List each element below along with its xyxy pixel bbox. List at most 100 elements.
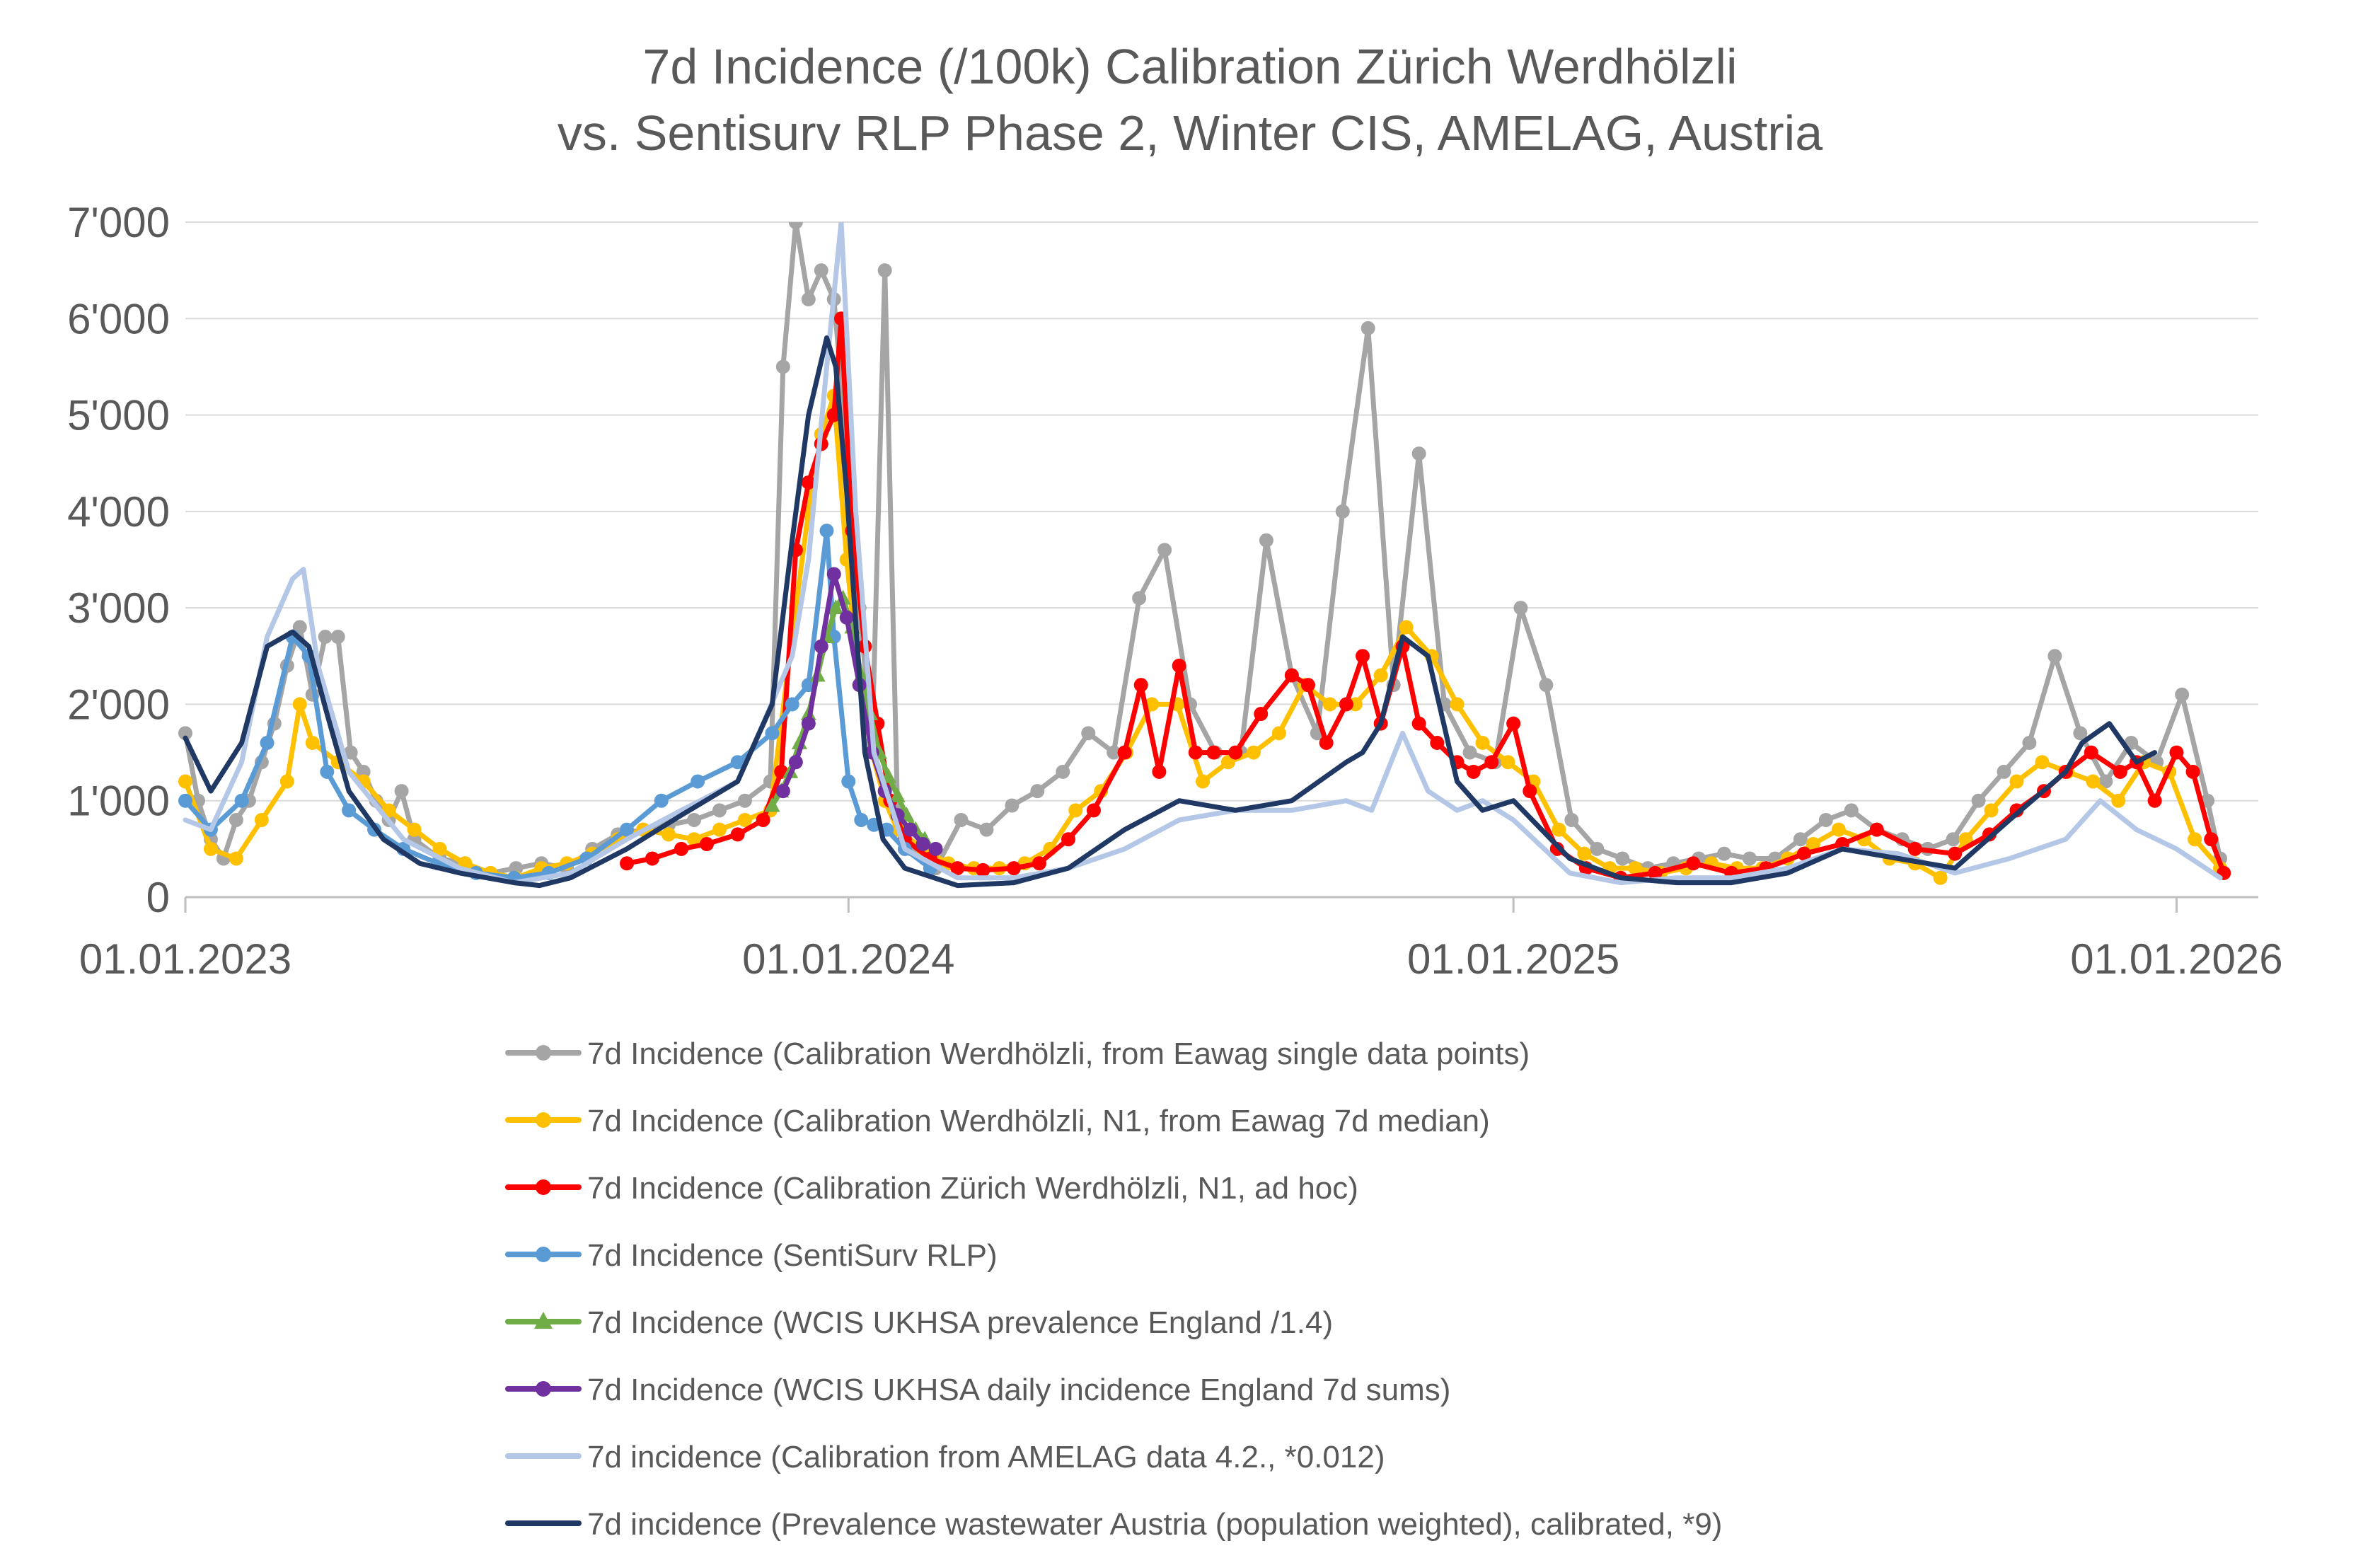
series-2-point <box>1322 697 1337 712</box>
series-2-point <box>229 851 243 866</box>
y-tick-label: 7'000 <box>67 199 170 246</box>
series-3-point <box>1466 764 1481 779</box>
series-1-point <box>318 630 333 645</box>
plot-area <box>178 222 2231 889</box>
series-1-point <box>330 630 345 645</box>
series-1-point <box>1717 846 1732 861</box>
series-1-point <box>877 263 892 278</box>
series-3-point <box>1032 856 1046 871</box>
series-1-point <box>292 620 307 635</box>
series-1-point <box>1793 832 1808 847</box>
legend-swatch-marker <box>536 1179 551 1195</box>
legend-label: 7d Incidence (Calibration Zürich Werdhöl… <box>587 1171 1358 1206</box>
series-6-point <box>775 784 790 799</box>
y-tick-label: 5'000 <box>67 392 170 439</box>
series-5-point <box>889 787 906 802</box>
series-3-point <box>1006 861 1021 876</box>
series-3-point <box>2147 793 2162 808</box>
series-3-point <box>1506 716 1521 731</box>
y-tick-label: 2'000 <box>67 681 170 728</box>
series-6-point <box>903 822 918 837</box>
series-4-point <box>841 774 856 789</box>
series-8-line <box>183 335 2158 889</box>
series-3-point <box>1117 745 1132 760</box>
series-1-point <box>1946 832 1960 847</box>
series-3-point <box>1086 803 1101 818</box>
grid-layer <box>185 221 2258 899</box>
series-4-point <box>691 774 705 789</box>
series-2-point <box>1933 870 1948 885</box>
series-4-point <box>260 735 275 750</box>
series-2-point <box>1450 697 1465 712</box>
series-2-point <box>2035 755 2050 770</box>
series-1-point <box>801 292 816 307</box>
series-2-point <box>203 841 218 856</box>
series-1-point <box>979 822 994 837</box>
legend-label: 7d Incidence (Calibration Werdhölzli, N1… <box>587 1104 1490 1138</box>
legend-item-3: 7d Incidence (Calibration Zürich Werdhöl… <box>505 1171 1358 1206</box>
legend: 7d Incidence (Calibration Werdhölzli, fr… <box>505 1037 1722 1542</box>
legend-label: 7d incidence (Calibration from AMELAG da… <box>587 1440 1385 1474</box>
series-1-point <box>2073 726 2088 741</box>
series-3-point <box>1797 846 1812 861</box>
series-6-point <box>788 755 803 770</box>
series-6-point <box>915 837 930 852</box>
series-4-point <box>785 697 799 712</box>
series-6-point <box>839 610 854 625</box>
series-1-point <box>1742 851 1757 866</box>
series-2-point <box>737 812 752 827</box>
series-2-point <box>305 735 320 750</box>
x-tick-label: 01.01.2023 <box>79 935 291 983</box>
series-3-point <box>2169 745 2184 760</box>
series-3-point <box>1869 822 1884 837</box>
legend-swatch-marker <box>536 1045 551 1061</box>
series-1-point <box>1844 803 1859 818</box>
series-1-point <box>1615 851 1630 866</box>
series-2-point <box>1501 755 1515 770</box>
chart-subtitle: vs. Sentisurv RLP Phase 2, Winter CIS, A… <box>558 105 1822 161</box>
legend-label: 7d Incidence (SentiSurv RLP) <box>587 1238 998 1273</box>
series-3-point <box>2113 764 2127 779</box>
series-3-point <box>1484 755 1499 770</box>
series-1-point <box>1157 543 1172 558</box>
series-2-point <box>1068 803 1083 818</box>
series-2-point <box>1958 832 1973 847</box>
series-3-point <box>1061 832 1076 847</box>
legend-label: 7d Incidence (WCIS UKHSA daily incidence… <box>587 1373 1450 1407</box>
legend-item-5: 7d Incidence (WCIS UKHSA prevalence Engl… <box>505 1305 1333 1340</box>
series-1-point <box>343 745 358 760</box>
series-3-point <box>699 837 714 852</box>
series-5-point <box>764 797 780 812</box>
series-1-point <box>178 726 192 741</box>
series-4-point <box>620 822 635 837</box>
series-1-point <box>1590 841 1605 856</box>
legend-item-7: 7d incidence (Calibration from AMELAG da… <box>505 1440 1385 1474</box>
series-3-point <box>1133 678 1148 693</box>
series-2-point <box>432 841 447 856</box>
series-3-point <box>1228 745 1243 760</box>
series-3-point <box>1648 865 1663 880</box>
legend-swatch-marker <box>536 1247 551 1262</box>
series-4-point <box>654 793 669 808</box>
legend-item-1: 7d Incidence (Calibration Werdhölzli, fr… <box>505 1037 1530 1071</box>
series-3-point <box>1356 649 1370 664</box>
series-3-point <box>1319 735 1334 750</box>
series-1-point <box>2098 774 2113 789</box>
series-1-point <box>1335 504 1350 519</box>
series-3-point <box>1300 678 1315 693</box>
legend-item-6: 7d Incidence (WCIS UKHSA daily incidence… <box>505 1373 1450 1407</box>
series-3-point <box>1430 735 1445 750</box>
series-8 <box>183 335 2158 889</box>
y-tick-label: 3'000 <box>67 584 170 632</box>
series-4-point <box>730 755 745 770</box>
y-tick-label: 4'000 <box>67 488 170 536</box>
series-3-point <box>1523 784 1537 799</box>
series-2-point <box>1373 668 1388 683</box>
series-2-point <box>2188 832 2202 847</box>
series-4-point <box>342 803 357 818</box>
series-1-point <box>1971 793 1986 808</box>
series-3-point <box>1339 697 1353 712</box>
series-1-point <box>2175 687 2190 702</box>
series-3-point <box>620 856 635 871</box>
